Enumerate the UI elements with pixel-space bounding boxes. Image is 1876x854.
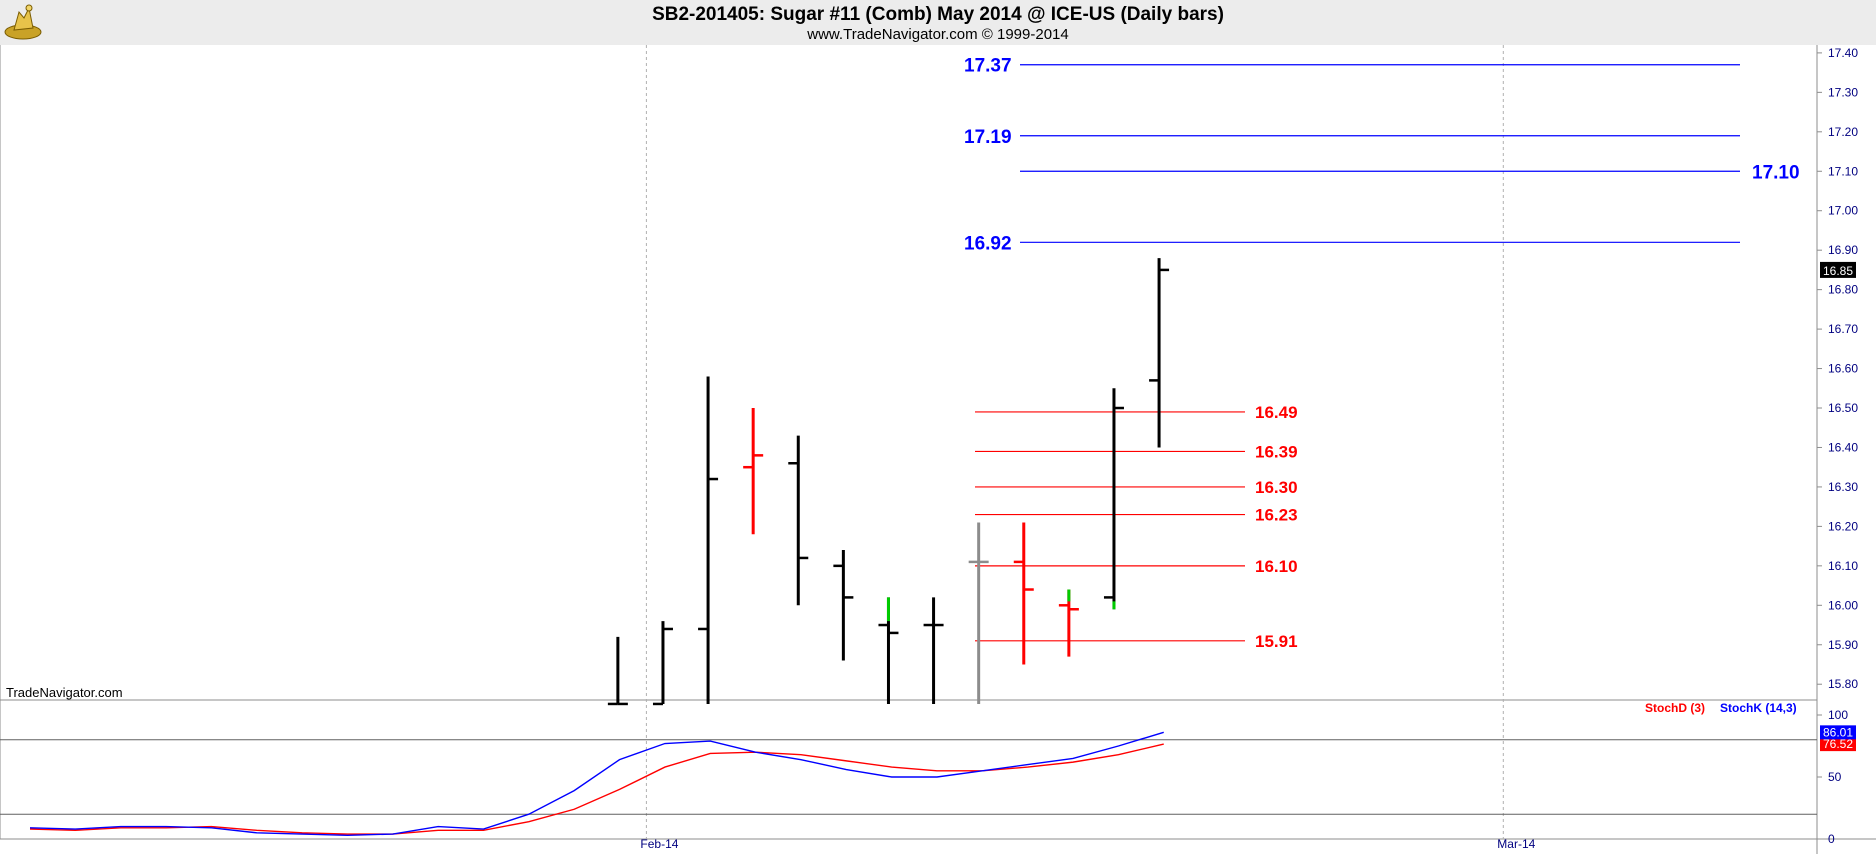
trade-navigator-logo-icon [4,4,42,40]
chart-title: SB2-201405: Sugar #11 (Comb) May 2014 @ … [652,4,1224,25]
oscillator-last-label: 76.52 [1823,737,1853,751]
red-level-label: 16.30 [1255,478,1298,497]
y-tick-label: 16.50 [1828,401,1858,415]
blue-level-label: 17.37 [964,56,1012,77]
last-price-badge [1820,261,1856,278]
y-tick-label: 16.70 [1828,322,1858,336]
title-bar-background [0,0,1876,45]
y-tick-label: 17.40 [1828,46,1858,60]
red-level-label: 16.23 [1255,506,1298,525]
red-level-label: 15.91 [1255,632,1298,651]
red-level-label: 16.49 [1255,403,1298,422]
red-level-label: 16.10 [1255,557,1298,576]
blue-level-label: 17.19 [964,127,1012,148]
y-tick-label: 16.30 [1828,480,1858,494]
oscillator-tick-label: 50 [1828,770,1842,784]
watermark-text: TradeNavigator.com [6,685,123,700]
x-tick-label: Feb-14 [640,837,678,851]
oscillator-line [29,731,1164,836]
y-tick-label: 16.80 [1828,283,1858,297]
oscillator-legend-stochd: StochD (3) [1645,701,1705,715]
y-tick-label: 16.10 [1828,559,1858,573]
oscillator-last-label: 86.01 [1823,725,1853,739]
y-tick-label: 16.90 [1828,243,1858,257]
oscillator-last-badge [1820,725,1856,740]
oscillator-line [29,743,1164,835]
blue-level-label: 17.10 [1752,162,1800,183]
x-tick-label: Mar-14 [1497,837,1535,851]
y-tick-label: 16.20 [1828,519,1858,533]
y-tick-label: 15.90 [1828,638,1858,652]
y-tick-label: 17.30 [1828,85,1858,99]
y-tick-label: 16.40 [1828,440,1858,454]
y-tick-label: 17.10 [1828,164,1858,178]
last-price-label: 16.85 [1823,264,1853,278]
oscillator-tick-label: 100 [1828,708,1848,722]
oscillator-legend-stochk: StochK (14,3) [1720,701,1797,715]
oscillator-last-badge [1820,737,1856,752]
y-tick-label: 17.20 [1828,125,1858,139]
chart-subtitle: www.TradeNavigator.com © 1999-2014 [807,26,1069,43]
blue-level-label: 16.92 [964,233,1012,254]
y-tick-label: 15.80 [1828,677,1858,691]
y-tick-label: 17.00 [1828,204,1858,218]
y-tick-label: 16.00 [1828,598,1858,612]
red-level-label: 16.39 [1255,442,1298,461]
oscillator-tick-label: 0 [1828,832,1835,846]
y-tick-label: 16.60 [1828,362,1858,376]
